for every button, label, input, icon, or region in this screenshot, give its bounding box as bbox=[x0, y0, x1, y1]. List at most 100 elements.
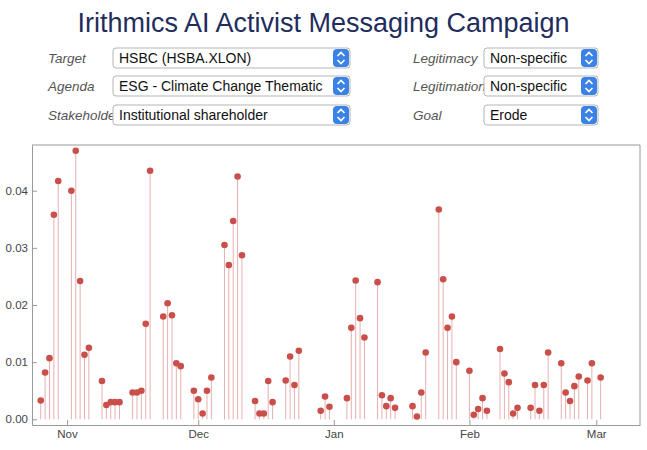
dropdown[interactable]: Non-specific bbox=[484, 76, 598, 96]
stem bbox=[167, 303, 168, 419]
tick: 0.04 bbox=[6, 185, 37, 197]
tick: Jan bbox=[325, 420, 344, 440]
dropdown-value[interactable]: Non-specific bbox=[490, 78, 567, 94]
controls: TargetHSBC (HSBA.XLON)AgendaESG - Climat… bbox=[47, 48, 598, 125]
tick-mark bbox=[32, 419, 37, 420]
point bbox=[510, 410, 517, 417]
stem bbox=[136, 392, 137, 419]
dropdown-button[interactable] bbox=[333, 106, 349, 124]
control: GoalErode bbox=[413, 105, 598, 125]
dropdown-value[interactable]: ESG - Climate Change Thematic bbox=[119, 78, 323, 94]
point bbox=[252, 398, 259, 405]
dropdown-button[interactable] bbox=[581, 77, 597, 95]
stem bbox=[600, 378, 601, 420]
point bbox=[269, 399, 276, 406]
stem bbox=[325, 396, 326, 419]
tick-mark bbox=[334, 420, 335, 425]
point bbox=[453, 359, 460, 366]
dropdown-value[interactable]: Non-specific bbox=[490, 50, 567, 66]
stem bbox=[508, 382, 509, 419]
dropdown-box[interactable] bbox=[113, 48, 350, 68]
point bbox=[77, 278, 84, 285]
dropdown-arrows[interactable] bbox=[586, 110, 593, 121]
point bbox=[558, 360, 565, 367]
point bbox=[562, 389, 569, 396]
stem bbox=[88, 348, 89, 419]
dropdown[interactable]: Erode bbox=[484, 105, 598, 125]
control: StakeholderInstitutional shareholder bbox=[48, 105, 350, 125]
point bbox=[479, 395, 486, 402]
point bbox=[597, 374, 604, 381]
dropdown[interactable]: Institutional shareholder bbox=[113, 105, 350, 125]
point bbox=[475, 406, 482, 413]
dropdown-box[interactable] bbox=[484, 48, 598, 68]
point bbox=[116, 399, 123, 406]
point bbox=[291, 382, 298, 389]
point bbox=[147, 167, 154, 174]
frame-top bbox=[32, 145, 640, 146]
dropdown-button[interactable] bbox=[581, 106, 597, 124]
tick: Dec bbox=[188, 420, 209, 440]
dropdown-arrows[interactable] bbox=[586, 81, 593, 92]
dropdown[interactable]: ESG - Climate Change Thematic bbox=[113, 76, 350, 96]
point bbox=[361, 334, 368, 341]
tick-label: Mar bbox=[587, 428, 607, 440]
point bbox=[357, 315, 364, 322]
marks bbox=[37, 147, 603, 419]
control: AgendaESG - Climate Change Thematic bbox=[47, 76, 350, 96]
dropdown-box[interactable] bbox=[484, 105, 598, 125]
stem bbox=[224, 245, 225, 419]
stem bbox=[548, 352, 549, 419]
dropdown-box[interactable] bbox=[113, 105, 350, 125]
stem bbox=[150, 171, 151, 420]
dropdown-arrows[interactable] bbox=[338, 53, 345, 64]
dropdown-button[interactable] bbox=[581, 49, 597, 67]
dropdown-value[interactable]: Erode bbox=[490, 107, 528, 123]
stem bbox=[504, 374, 505, 420]
stem bbox=[535, 385, 536, 419]
tick: 0.02 bbox=[6, 299, 37, 311]
dropdown-arrows[interactable] bbox=[338, 81, 345, 92]
dropdown[interactable]: Non-specific bbox=[484, 48, 598, 68]
point bbox=[567, 398, 574, 405]
point bbox=[505, 379, 512, 386]
point bbox=[51, 211, 58, 218]
stem bbox=[176, 363, 177, 419]
point bbox=[501, 370, 508, 377]
axis-line bbox=[33, 425, 641, 426]
stem bbox=[211, 378, 212, 420]
axis-line bbox=[32, 146, 33, 426]
tick: 0.03 bbox=[6, 242, 37, 254]
stem bbox=[228, 265, 229, 419]
stem bbox=[298, 351, 299, 420]
point bbox=[440, 276, 447, 283]
point bbox=[470, 411, 477, 418]
tick-label: 0.02 bbox=[6, 299, 28, 311]
point bbox=[46, 355, 53, 362]
tick: Feb bbox=[460, 420, 480, 440]
stem bbox=[421, 392, 422, 419]
dropdown-button[interactable] bbox=[333, 49, 349, 67]
stem bbox=[355, 280, 356, 419]
point bbox=[72, 147, 79, 154]
control-label: Legitimation bbox=[413, 79, 486, 94]
dropdown-box[interactable] bbox=[113, 76, 350, 96]
point bbox=[514, 405, 521, 412]
stem bbox=[578, 376, 579, 419]
dropdown-value[interactable]: Institutional shareholder bbox=[119, 107, 268, 123]
tick-mark bbox=[198, 420, 199, 425]
dropdown-arrows[interactable] bbox=[586, 53, 593, 64]
point bbox=[379, 392, 386, 399]
dropdown-value[interactable]: HSBC (HSBA.XLON) bbox=[119, 50, 251, 66]
frame-right bbox=[640, 145, 641, 425]
point bbox=[204, 387, 211, 394]
point bbox=[177, 363, 184, 370]
dropdown[interactable]: HSBC (HSBA.XLON) bbox=[113, 48, 350, 68]
dropdown-arrows[interactable] bbox=[338, 110, 345, 121]
dropdown-button[interactable] bbox=[333, 77, 349, 95]
stem bbox=[587, 380, 588, 419]
dropdown-box[interactable] bbox=[484, 76, 598, 96]
tick-mark bbox=[32, 362, 37, 363]
point bbox=[418, 389, 425, 396]
point bbox=[435, 206, 442, 213]
